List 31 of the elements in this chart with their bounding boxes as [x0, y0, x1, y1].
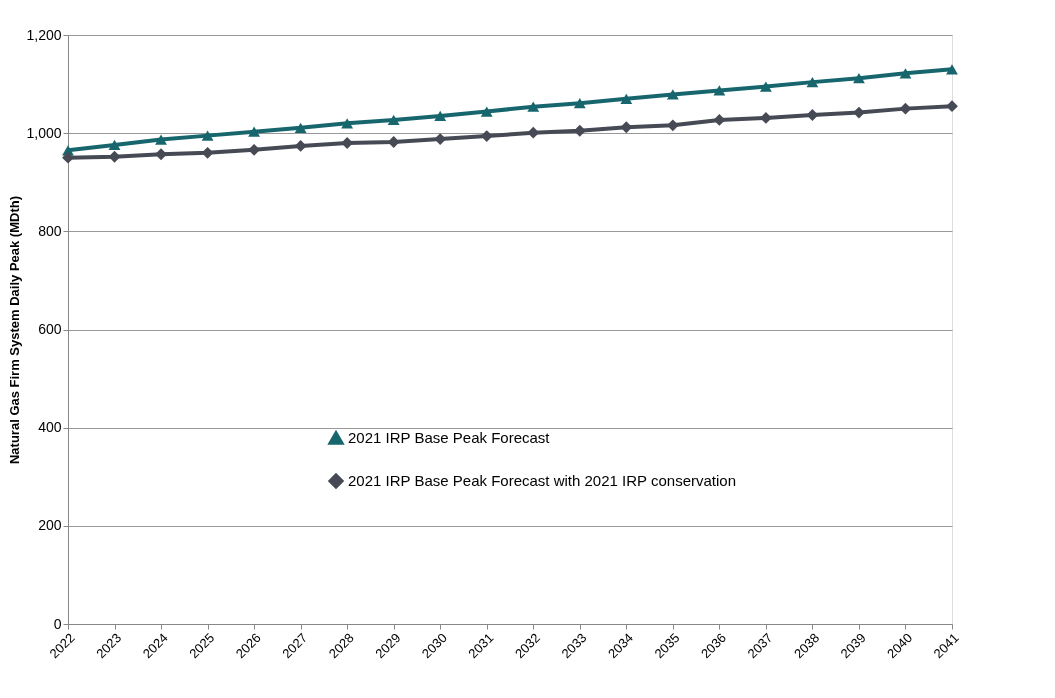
- y-axis-title: Natural Gas Firm System Daily Peak (MDth): [7, 195, 23, 465]
- point: [806, 77, 819, 88]
- point: [387, 114, 400, 126]
- point: [759, 81, 772, 92]
- legend-label: 2021 IRP Base Peak Forecast with 2021 IRP conservation: [348, 472, 737, 489]
- legend-label: 2021 IRP Base Peak Forecast: [348, 429, 551, 446]
- y-tick-label: 600: [38, 321, 62, 337]
- point: [666, 89, 679, 100]
- y-tick-label: 200: [38, 517, 62, 534]
- point: [155, 134, 167, 145]
- point: [620, 93, 633, 104]
- y-tick-label: 800: [38, 222, 62, 239]
- point: [108, 139, 121, 151]
- point: [248, 126, 261, 137]
- point: [573, 98, 586, 109]
- point: [480, 106, 493, 117]
- y-tick-label: 1,000: [26, 124, 62, 141]
- point: [201, 130, 214, 141]
- point: [853, 73, 865, 84]
- point: [899, 68, 912, 79]
- point: [853, 106, 865, 119]
- point: [713, 85, 726, 96]
- point: [527, 101, 540, 112]
- y-tick-label: 400: [38, 419, 62, 436]
- point: [434, 110, 447, 122]
- point: [62, 151, 74, 164]
- point: [294, 122, 307, 133]
- point: [155, 148, 167, 161]
- point: [946, 100, 958, 113]
- y-tick-label: 1,200: [26, 26, 62, 43]
- y-tick-label: 0: [53, 615, 62, 632]
